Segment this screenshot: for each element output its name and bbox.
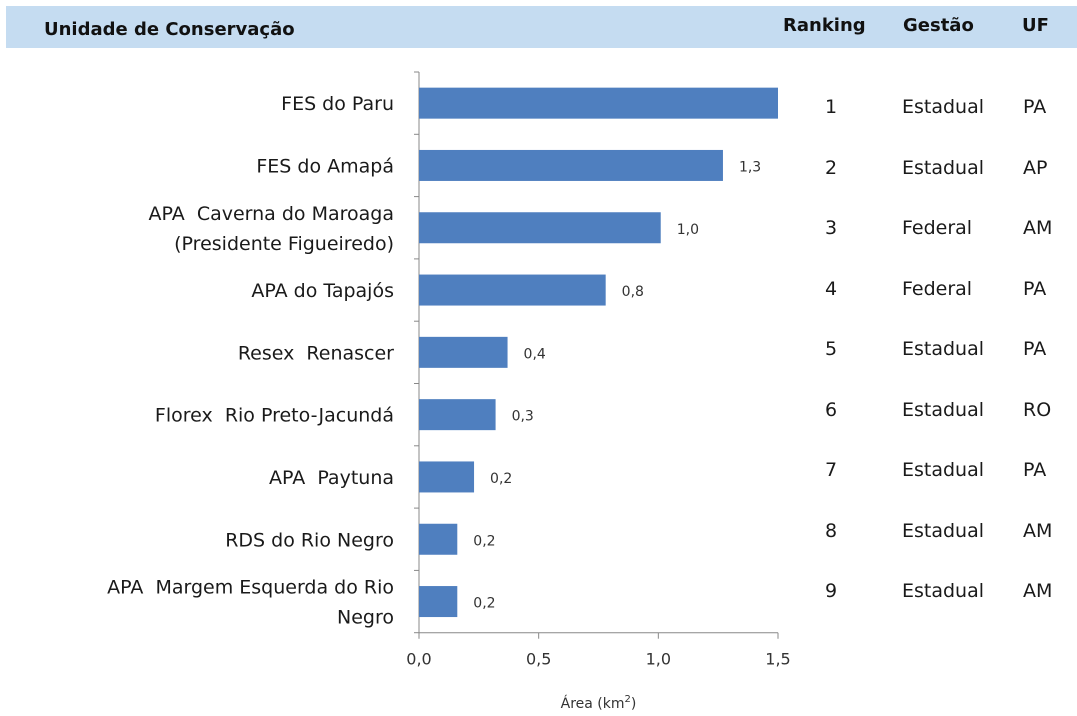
category-label: RDS do Rio Negro (225, 529, 394, 551)
category-label: FES do Paru (281, 93, 394, 115)
x-tick-label: 0,5 (526, 650, 551, 669)
bar (419, 399, 496, 431)
ranking-cell: 1 (825, 96, 838, 118)
x-axis-title-superscript: 2 (625, 694, 631, 705)
ranking-cell: 8 (825, 519, 838, 542)
x-axis-title-end: ) (631, 696, 636, 712)
uf-cell: AM (1023, 217, 1053, 239)
ranking-cell: 4 (825, 277, 838, 300)
uf-cell: AM (1023, 580, 1053, 602)
ranking-cell: 3 (825, 217, 838, 239)
gestao-cell: Estadual (902, 398, 985, 421)
category-label: Florex Rio Preto-Jacundá (155, 405, 394, 427)
category-label: APA do Tapajós (251, 280, 394, 302)
category-label: APA Paytuna (269, 467, 394, 489)
bar (419, 149, 723, 181)
data-label: 1,0 (677, 222, 699, 238)
category-label: FES do Amapá (256, 155, 394, 177)
gestao-cell: Estadual (902, 338, 985, 360)
ranking-cell: 2 (825, 156, 838, 179)
data-label: 0,2 (473, 533, 495, 549)
uf-cell: AP (1023, 156, 1048, 179)
category-label: APA Margem Esquerda do Rio (107, 577, 394, 599)
gestao-cell: Estadual (902, 96, 985, 118)
bar (419, 212, 661, 244)
header-bar (6, 6, 1077, 48)
data-label: 0,4 (524, 346, 546, 362)
uf-cell: PA (1023, 338, 1047, 360)
data-label: 1,3 (739, 159, 761, 175)
bar (419, 586, 458, 618)
category-label: Resex Renascer (238, 342, 394, 364)
bar (419, 523, 458, 555)
ranking-cell: 7 (825, 459, 838, 481)
ranking-cell: 5 (825, 338, 838, 360)
x-tick-label: 0,0 (406, 650, 431, 669)
bar (419, 336, 508, 368)
x-tick-label: 1,0 (646, 650, 671, 669)
gestao-cell: Estadual (902, 580, 985, 602)
bar (419, 87, 778, 119)
uf-cell: RO (1023, 398, 1052, 421)
ranking-cell: 9 (825, 580, 838, 602)
header-gestao-label: Gestão (903, 15, 974, 36)
bar (419, 274, 606, 306)
gestao-cell: Estadual (902, 156, 985, 179)
header-unit-label: Unidade de Conservação (44, 19, 295, 40)
category-label: APA Caverna do Maroaga (149, 203, 395, 225)
gestao-cell: Federal (902, 277, 973, 300)
header-uf-label: UF (1022, 15, 1049, 36)
uf-cell: AM (1023, 519, 1053, 542)
gestao-cell: Estadual (902, 519, 985, 542)
data-label: 0,2 (473, 596, 495, 612)
x-axis-title: Área (km2) (561, 694, 637, 712)
data-label: 0,3 (512, 409, 534, 425)
data-label: 0,2 (490, 471, 512, 487)
gestao-cell: Estadual (902, 459, 985, 481)
category-label: (Presidente Figueiredo) (174, 233, 394, 255)
uf-cell: PA (1023, 459, 1047, 481)
gestao-cell: Federal (902, 217, 973, 239)
x-axis-title-text: Área (km (561, 695, 625, 712)
bar (419, 461, 475, 493)
ranking-cell: 6 (825, 398, 838, 421)
data-label: 0,8 (622, 284, 644, 300)
uf-cell: PA (1023, 96, 1047, 118)
header-ranking-label: Ranking (783, 15, 866, 36)
category-label: Negro (337, 607, 394, 629)
uf-cell: PA (1023, 277, 1047, 300)
x-tick-label: 1,5 (765, 650, 790, 669)
